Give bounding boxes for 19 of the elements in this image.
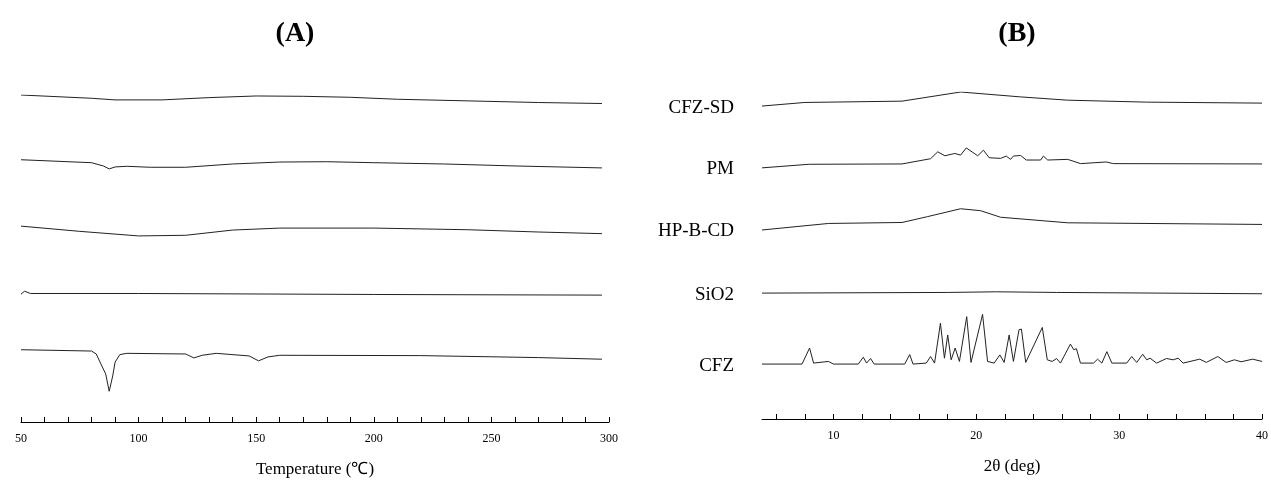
x-tick-label: 200 <box>364 431 383 445</box>
series-label: CFZ <box>699 353 734 375</box>
x-tick-label: 20 <box>970 428 983 442</box>
x-tick-label: 250 <box>482 431 501 445</box>
chart-title: (A) <box>275 15 315 47</box>
x-tick-label: 150 <box>247 431 266 445</box>
series-label: HP-B-CD <box>657 219 734 241</box>
x-axis-title: 2θ (deg) <box>983 456 1041 475</box>
chart-title: (B) <box>998 15 1036 47</box>
x-tick-label: 50 <box>15 431 27 445</box>
x-tick-label: 40 <box>1256 428 1268 442</box>
x-axis-title: Temperature (℃) <box>255 459 375 478</box>
x-tick-label: 300 <box>600 431 618 445</box>
x-tick-label: 10 <box>827 428 840 442</box>
x-tick-label: 30 <box>1113 428 1126 442</box>
series-label: CFZ-SD <box>668 95 734 117</box>
x-tick-label: 100 <box>129 431 148 445</box>
series-label: PM <box>706 157 735 179</box>
series-label: SiO2 <box>694 282 734 304</box>
